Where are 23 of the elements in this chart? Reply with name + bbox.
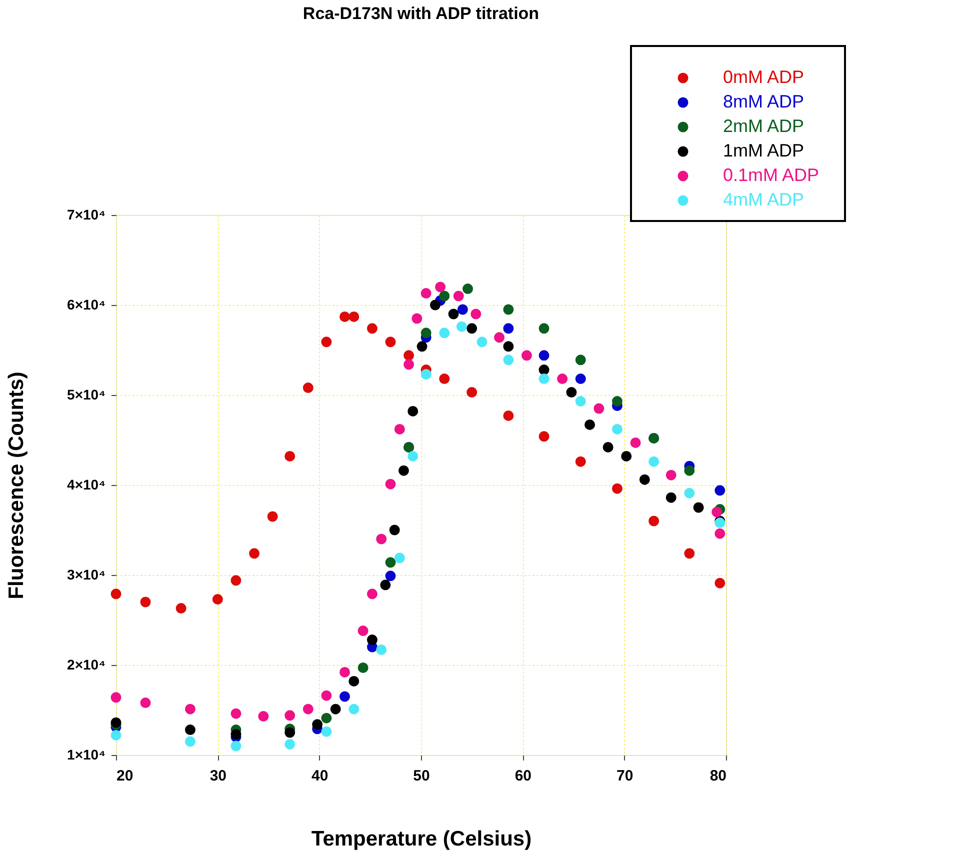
y-tick-label: 7×10⁴ xyxy=(67,206,106,222)
y-axis-title: Fluorescence (Counts) xyxy=(5,372,28,600)
y-tick-label: 4×10⁴ xyxy=(67,476,106,492)
legend-label: 0mM ADP xyxy=(723,67,804,87)
legend-label: 2mM ADP xyxy=(723,116,804,136)
y-tick-label: 2×10⁴ xyxy=(67,656,106,672)
x-tick-label: 70 xyxy=(616,768,634,784)
x-tick-label: 30 xyxy=(210,768,227,784)
legend-label: 0.1mM ADP xyxy=(723,165,820,185)
x-tick-label: 50 xyxy=(413,768,430,784)
y-tick-label: 6×10⁴ xyxy=(67,296,106,312)
legend-label: 4mM ADP xyxy=(723,190,804,210)
legend-label: 1mM ADP xyxy=(723,140,804,160)
legend-label: 8mM ADP xyxy=(723,92,804,112)
x-tick-label: 80 xyxy=(710,768,726,784)
y-tick-label: 1×10⁴ xyxy=(67,746,106,762)
x-tick-label: 20 xyxy=(116,768,134,784)
y-tick-label: 5×10⁴ xyxy=(67,386,106,402)
x-tick-label: 40 xyxy=(311,768,328,784)
x-axis-title: Temperature (Celsius) xyxy=(311,828,532,850)
chart-title: Rca-D173N with ADP titration xyxy=(302,4,540,23)
x-tick-label: 60 xyxy=(514,768,532,784)
y-tick-label: 3×10⁴ xyxy=(67,566,106,582)
